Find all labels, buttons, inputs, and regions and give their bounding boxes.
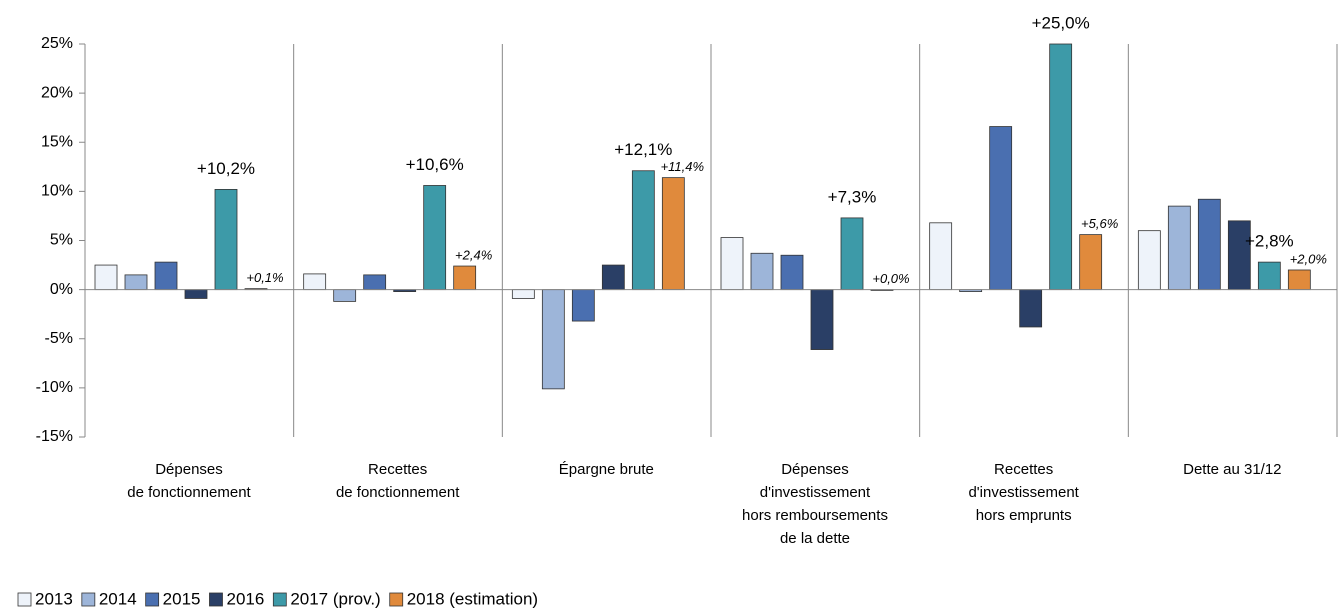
data-label: +2,8%: [1245, 232, 1294, 251]
x-tick-label: Dépenses d'investissement hors rembourse…: [742, 461, 888, 547]
bar: [929, 222, 953, 291]
legend-label: 2014: [99, 589, 137, 608]
bar: [601, 264, 625, 291]
data-label: +25,0%: [1032, 13, 1090, 32]
legend-label: 2018 (estimation): [407, 589, 538, 608]
bar: [810, 289, 834, 350]
y-tick-label: 20%: [41, 84, 73, 101]
bar: [1287, 269, 1311, 291]
bar: [720, 237, 744, 291]
y-tick-label: -15%: [36, 428, 73, 445]
legend-label: 2013: [35, 589, 73, 608]
data-label: +7,3%: [828, 187, 877, 206]
bar: [1079, 234, 1103, 291]
data-label: +10,2%: [197, 159, 255, 178]
legend-label: 2015: [163, 589, 201, 608]
bar: [1049, 43, 1073, 291]
bar: [1167, 205, 1191, 291]
x-tick-label: Épargne brute: [558, 461, 654, 478]
legend-label: 2017 (prov.): [290, 589, 380, 608]
x-tick-label: Dette au 31/12: [1183, 461, 1282, 478]
legend-swatch: [145, 592, 160, 607]
bar: [1257, 261, 1281, 291]
bar: [780, 254, 804, 291]
x-tick-label: Recettes de fonctionnement: [335, 461, 460, 501]
data-label: +0,0%: [872, 271, 909, 286]
y-tick-label: 15%: [41, 133, 73, 150]
bar: [750, 252, 774, 291]
y-tick-label: -5%: [45, 330, 73, 347]
bar: [541, 289, 565, 390]
y-tick-label: 25%: [41, 35, 73, 52]
bar: [184, 289, 208, 299]
legend-swatch: [209, 592, 223, 607]
y-tick-label: -10%: [36, 379, 73, 396]
y-tick-label: 10%: [41, 183, 73, 200]
data-label: +12,1%: [614, 140, 672, 159]
bar: [303, 273, 327, 291]
data-label: +2,0%: [1290, 251, 1327, 266]
legend-swatch: [81, 592, 96, 607]
x-tick-label: Dépenses de fonctionnement: [127, 461, 251, 501]
bar: [214, 189, 238, 291]
x-tick-label: Recettes d'investissement hors emprunts: [968, 461, 1079, 524]
data-label: +0,1%: [246, 270, 283, 285]
bar: [124, 274, 148, 291]
bar: [154, 261, 178, 291]
bar: [661, 177, 685, 291]
bar: [363, 274, 387, 291]
bar: [1137, 230, 1161, 291]
data-label: +2,4%: [455, 247, 492, 262]
data-label: +11,4%: [661, 159, 705, 174]
bar: [631, 170, 655, 291]
bar: [840, 217, 864, 291]
y-tick-label: 5%: [50, 232, 73, 249]
bar: [1019, 289, 1043, 328]
bar: [989, 126, 1013, 291]
legend-label: 2016: [226, 589, 264, 608]
data-label: +5,6%: [1081, 216, 1118, 231]
bar: [511, 289, 535, 299]
bar: [571, 289, 595, 322]
bar: [333, 289, 357, 302]
legend-swatch: [272, 592, 287, 607]
bar: [1197, 198, 1221, 291]
data-label: +10,6%: [406, 155, 464, 174]
bar: [453, 265, 477, 291]
bar: [94, 264, 118, 291]
legend-swatch: [389, 592, 404, 607]
bar: [423, 185, 447, 291]
legend-swatch: [17, 592, 32, 607]
y-tick-label: 0%: [50, 281, 73, 298]
